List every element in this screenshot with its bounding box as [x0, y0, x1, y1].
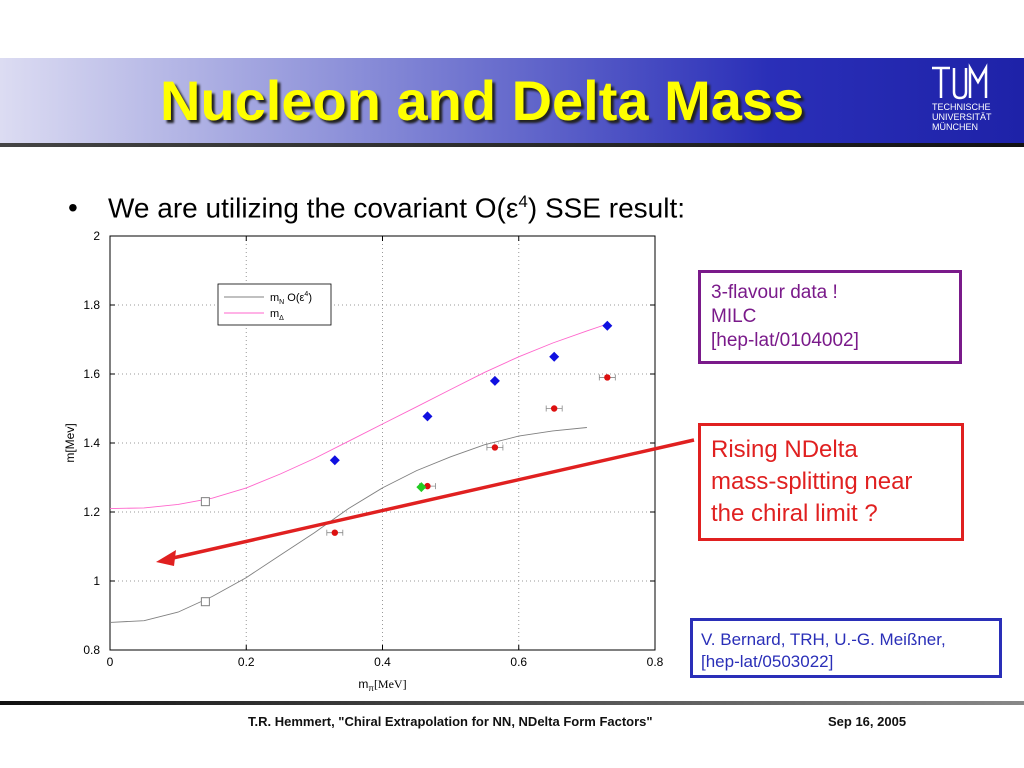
x-tick-label: 0.6 — [510, 655, 527, 669]
data-point-square — [200, 497, 210, 507]
footer-citation: T.R. Hemmert, "Chiral Extrapolation for … — [248, 714, 653, 729]
rising-line3: the chiral limit ? — [711, 500, 878, 527]
legend-label: mN O(ε4) — [270, 291, 312, 306]
footer-date: Sep 16, 2005 — [828, 714, 907, 729]
legend-label: mΔ — [270, 308, 284, 322]
tum-logo-icon — [932, 63, 988, 100]
footer-rule — [0, 701, 1024, 705]
data-point-circle — [550, 405, 558, 412]
data-point-diamond — [422, 411, 433, 422]
x-tick-label: 0.4 — [374, 655, 391, 669]
university-logo: TECHNISCHE UNIVERSITÄT MÜNCHEN — [928, 62, 998, 142]
y-tick-label: 0.8 — [83, 643, 100, 657]
flavour-line3: [hep-lat/0104002] — [711, 330, 859, 351]
header-band — [0, 58, 1024, 146]
data-point-diamond — [549, 351, 560, 362]
y-tick-label: 1.2 — [83, 505, 100, 519]
legend-box — [217, 283, 332, 326]
y-axis-label: m[Mev] — [63, 423, 77, 462]
y-tick-label: 1.4 — [83, 436, 100, 450]
bullet-marker: • — [68, 192, 78, 224]
x-tick-label: 0 — [107, 655, 114, 669]
data-point-circle — [604, 374, 611, 381]
flavour-line1: 3-flavour data ! — [711, 282, 838, 303]
data-point-diamond — [602, 320, 613, 331]
rising-line2: mass-splitting near — [711, 468, 913, 495]
data-point-circle — [331, 529, 339, 536]
y-tick-label: 1.8 — [83, 298, 100, 312]
logo-line2: UNIVERSITÄT — [932, 112, 992, 122]
y-tick-label: 2 — [93, 229, 100, 243]
logo-line1: TECHNISCHE — [932, 102, 991, 112]
x-tick-label: 0.8 — [647, 655, 664, 669]
reference-box: V. Bernard, TRH, U.-G. Meißner, [hep-lat… — [690, 618, 1002, 678]
flavour-line2: MILC — [711, 306, 757, 327]
logo-line3: MÜNCHEN — [932, 122, 978, 132]
rising-splitting-box: Rising NDelta mass-splitting near the ch… — [698, 423, 964, 541]
x-axis-label: mπ[MeV] — [358, 677, 406, 693]
data-point-circle — [491, 444, 499, 451]
x-tick-label: 0.2 — [238, 655, 255, 669]
bullet-point: • We are utilizing the covariant O(ε4) SS… — [68, 192, 685, 224]
mass-chart: 0 0.2 0.4 0.6 0.8 0.8 1 1.2 1.4 1.6 1.8 2 mπ[MeV] m[M… — [63, 229, 664, 693]
ref-line2: [hep-lat/0503022] — [701, 652, 834, 671]
y-tick-label: 1 — [93, 574, 100, 588]
data-point-diamond — [489, 375, 500, 386]
ref-line1: V. Bernard, TRH, U.-G. Meißner, — [701, 630, 946, 649]
rising-line1: Rising NDelta — [711, 436, 858, 463]
bullet-superscript: 4 — [518, 192, 528, 211]
slide-title: Nucleon and Delta Mass — [160, 69, 805, 132]
y-tick-label: 1.6 — [83, 367, 100, 381]
flavour-data-box: 3-flavour data ! MILC [hep-lat/0104002] — [698, 270, 962, 364]
bullet-text-pre: We are utilizing the covariant O(ε — [108, 192, 519, 224]
data-point-square — [200, 597, 210, 607]
bullet-text-post: ) SSE result: — [527, 192, 686, 224]
header-rule — [0, 143, 1024, 147]
